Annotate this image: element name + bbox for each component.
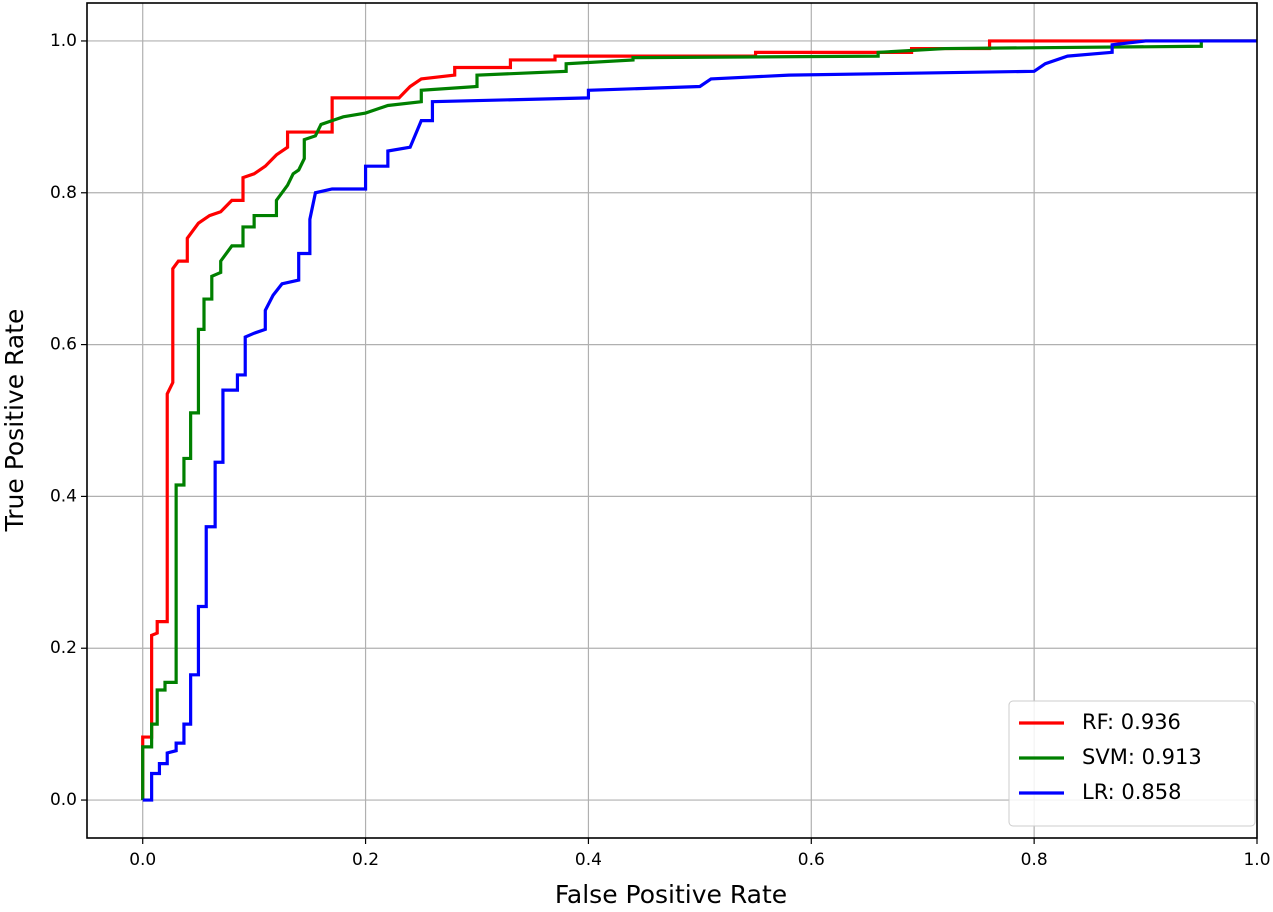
roc-line (142, 39, 1257, 802)
x-tick-label: 0.0 (129, 850, 156, 870)
x-tick-label: 0.8 (1021, 850, 1048, 870)
roc-line (141, 39, 1257, 801)
x-tick-label: 0.4 (575, 850, 602, 870)
y-tick-label: 0.8 (50, 183, 77, 203)
legend-label: LR: 0.858 (1082, 780, 1182, 804)
plot-frame (86, 2, 1258, 839)
x-tick-label: 0.6 (798, 850, 825, 870)
x-tick-label: 0.2 (352, 850, 379, 870)
y-tick-label: 1.0 (50, 31, 77, 51)
y-tick-label: 0.4 (50, 486, 77, 506)
y-tick-label: 0.2 (50, 638, 77, 658)
y-tick-label: 0.0 (50, 790, 77, 810)
legend: RF: 0.936 SVM: 0.913 LR: 0.858 (1008, 700, 1256, 827)
legend-label: RF: 0.936 (1082, 710, 1181, 734)
legend-label: SVM: 0.913 (1082, 745, 1202, 769)
y-tick-label: 0.6 (50, 335, 77, 355)
y-axis-label: True Positive Rate (0, 309, 29, 533)
x-axis-label: False Positive Rate (555, 880, 787, 908)
roc-line (141, 39, 1257, 801)
legend-box (1008, 700, 1256, 827)
x-tick-label: 1.0 (1243, 850, 1270, 870)
